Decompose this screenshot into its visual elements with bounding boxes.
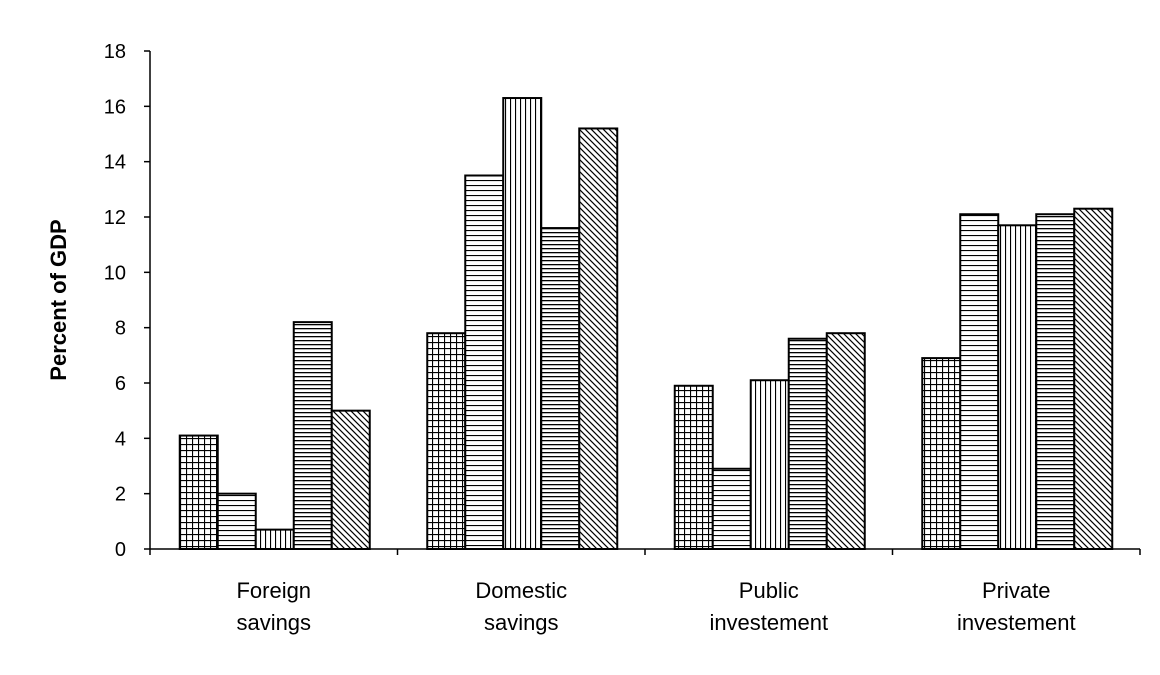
y-tick-label: 18 [104,41,126,63]
y-tick-label: 0 [115,539,126,561]
y-axis-title: Percent of GDP [46,219,71,380]
bar [1035,213,1076,550]
bar [254,528,295,551]
category-label: investement [957,610,1076,635]
bar [292,321,333,550]
bar [787,337,828,550]
y-tick-label: 10 [104,262,126,284]
bar [711,467,752,550]
bar [578,127,619,550]
bar [921,357,962,550]
category-label: Domestic [475,578,567,603]
bar [749,379,790,550]
bar [959,213,1000,550]
y-tick-label: 16 [104,96,126,118]
bars [178,97,1114,551]
category-label: Foreign [236,578,311,603]
category-label: savings [484,610,559,635]
bar [673,384,714,550]
y-tick-label: 6 [115,373,126,395]
bar [426,332,467,551]
y-tick-label: 12 [104,207,126,229]
y-tick-label: 8 [115,318,126,340]
y-tick-label: 4 [115,428,126,450]
category-label: Private [982,578,1050,603]
bar [464,174,505,550]
bar [825,332,866,551]
y-tick-label: 2 [115,484,126,506]
bar [540,227,581,550]
bar [178,434,219,551]
y-tick-label: 14 [104,152,126,174]
bar [1073,207,1114,550]
bar [216,492,257,550]
bar [997,224,1038,551]
x-axis: Foreign savings Domestic savings Public inves… [149,548,1141,635]
bar [330,409,371,550]
bar [502,97,543,551]
category-label: savings [236,610,311,635]
category-label: Public [739,578,799,603]
category-label: investement [709,610,828,635]
y-axis: 0 2 4 6 8 10 12 14 16 18 [104,41,151,561]
